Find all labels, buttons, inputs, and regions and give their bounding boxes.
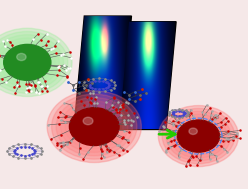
Circle shape — [0, 35, 63, 90]
Polygon shape — [119, 22, 176, 129]
Circle shape — [177, 120, 219, 152]
Circle shape — [52, 94, 137, 159]
Circle shape — [61, 101, 128, 152]
Circle shape — [69, 108, 119, 146]
Circle shape — [0, 38, 59, 87]
Circle shape — [13, 52, 41, 73]
Circle shape — [17, 53, 26, 60]
Circle shape — [65, 104, 124, 149]
Circle shape — [0, 28, 72, 96]
Circle shape — [166, 111, 231, 161]
Circle shape — [162, 108, 235, 164]
Circle shape — [47, 91, 141, 163]
Circle shape — [4, 44, 51, 80]
Circle shape — [189, 128, 197, 135]
Circle shape — [0, 41, 55, 84]
Circle shape — [186, 126, 211, 146]
Circle shape — [56, 98, 132, 156]
Circle shape — [83, 117, 93, 125]
Circle shape — [170, 114, 227, 158]
Polygon shape — [74, 16, 131, 124]
Circle shape — [79, 115, 109, 138]
Circle shape — [0, 32, 68, 93]
Circle shape — [174, 117, 223, 155]
Circle shape — [158, 105, 239, 167]
